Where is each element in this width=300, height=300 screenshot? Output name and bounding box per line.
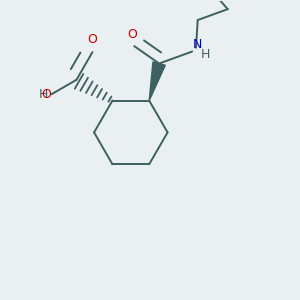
- Text: N: N: [193, 38, 202, 51]
- Text: O: O: [41, 88, 51, 101]
- Text: O: O: [88, 33, 98, 46]
- Polygon shape: [149, 62, 165, 100]
- Text: O: O: [128, 28, 138, 41]
- Text: H: H: [201, 48, 211, 61]
- Text: H: H: [39, 88, 48, 101]
